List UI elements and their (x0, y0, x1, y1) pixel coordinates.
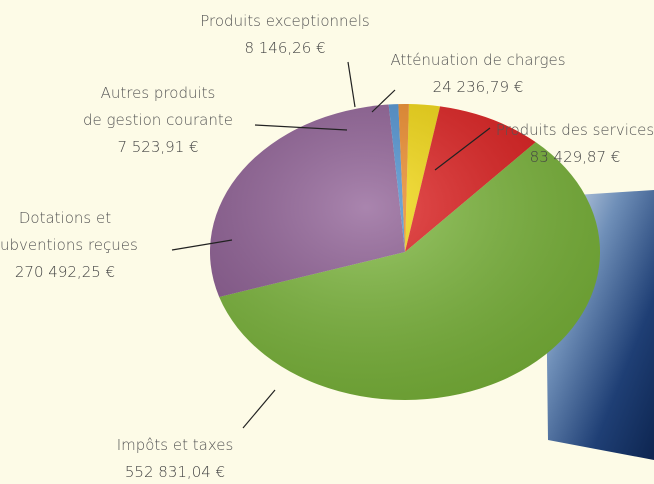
leader-line (348, 62, 355, 107)
value-label: 270 492,25 € (0, 259, 175, 286)
value-label: 83 429,87 € (465, 144, 654, 171)
category-name: Atténuation de charges (368, 47, 588, 74)
category-name: Impôts et taxes (65, 432, 285, 459)
value-label: 7 523,91 € (48, 134, 268, 161)
category-name: Produits des services (465, 117, 654, 144)
value-label: 24 236,79 € (368, 74, 588, 101)
value-label: 8 146,26 € (175, 35, 395, 62)
category-name: Dotations et subventions reçues (0, 205, 175, 259)
leader-line (243, 390, 275, 428)
value-label: 552 831,04 € (65, 459, 285, 484)
page: Atténuation de charges24 236,79 €Produit… (0, 0, 654, 484)
category-name: Autres produits de gestion courante (48, 80, 268, 134)
category-name: Produits exceptionnels (175, 8, 395, 35)
